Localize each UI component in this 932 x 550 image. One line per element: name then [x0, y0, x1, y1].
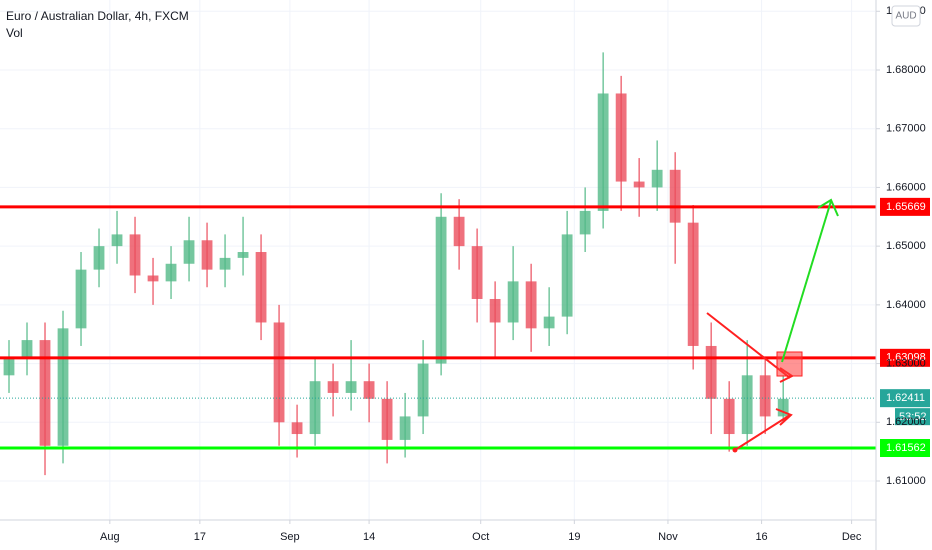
candle-body [561, 234, 573, 317]
y-tick-label: 1.68000 [886, 64, 926, 76]
x-tick-label: 14 [363, 531, 375, 543]
candle-body [453, 216, 465, 247]
y-tick-label: 1.62000 [886, 416, 926, 428]
drawings [706, 198, 839, 453]
candle-body [129, 234, 141, 276]
candle-body [381, 398, 393, 440]
candle-body [3, 357, 15, 376]
level-label-box [880, 439, 930, 458]
candle-body [669, 169, 681, 223]
candle-body [39, 340, 51, 446]
candle-body [471, 246, 483, 299]
chart-title: Euro / Australian Dollar, 4h, FXCM [6, 9, 189, 23]
y-tick-label: 1.67000 [886, 123, 926, 135]
candle-body [399, 416, 411, 440]
candle-body [525, 281, 537, 329]
candle-body [777, 398, 789, 417]
candle-body [723, 398, 735, 435]
candle-body [579, 210, 591, 235]
candle-body [75, 269, 87, 329]
candle-body [327, 381, 339, 393]
candle-body [183, 240, 195, 264]
candle-body [273, 322, 285, 423]
candle-body [219, 257, 231, 270]
x-tick-label: 17 [194, 531, 206, 543]
volume-label: Vol [6, 26, 23, 40]
candle-body [597, 93, 609, 211]
x-tick-label: Sep [280, 531, 300, 543]
candle-body [21, 340, 33, 358]
level-label-text: 1.63098 [886, 352, 926, 364]
price-label-text: 1.62411 [886, 392, 925, 404]
candle-body [759, 375, 771, 417]
candle-body [363, 381, 375, 399]
currency-button[interactable] [891, 5, 921, 27]
arrow-head [775, 408, 793, 426]
x-tick-label: Nov [658, 531, 678, 543]
countdown-text: 53:52 [899, 411, 927, 423]
candle-body [489, 298, 501, 323]
currency-button-label[interactable]: AUD [895, 11, 916, 22]
x-tick-label: Dec [842, 531, 862, 543]
x-tick-label: 16 [755, 531, 767, 543]
level-label-box [880, 348, 930, 367]
candle-body [345, 381, 357, 393]
candle-body [543, 316, 555, 329]
candle-body [687, 222, 699, 346]
x-tick-label: 19 [568, 531, 580, 543]
candle-body [201, 240, 213, 270]
candle-body [633, 181, 645, 188]
level-label-box [880, 197, 930, 216]
level-label-text: 1.61562 [886, 442, 926, 454]
x-tick-label: Aug [100, 531, 120, 543]
candle-body [435, 216, 447, 364]
level-label-text: 1.65669 [886, 201, 926, 213]
candle-body [237, 252, 249, 258]
y-tick-label: 1.66000 [886, 181, 926, 193]
candle-body [111, 234, 123, 247]
candle-body [291, 422, 303, 435]
candle-body [651, 169, 663, 188]
candle-body [741, 375, 753, 435]
y-tick-label: 1.64000 [886, 299, 926, 311]
candle-body [705, 345, 717, 399]
y-tick-label: 1.63000 [886, 357, 926, 369]
candle-body [507, 281, 519, 323]
projection-line [781, 200, 832, 363]
candle-body [57, 328, 69, 446]
levels: 1.65669 1.63098 1.61562 1.62411 53:52 [0, 197, 930, 458]
anchor-point [732, 447, 738, 453]
candles [3, 52, 789, 476]
trend-line [734, 414, 791, 451]
candle-body [93, 246, 105, 270]
price-label-box [880, 389, 930, 408]
candle-body [255, 252, 267, 323]
y-tick-label: 1.61000 [886, 475, 926, 487]
candle-body [147, 275, 159, 282]
candle-body [165, 263, 177, 282]
arrow-head [817, 198, 839, 217]
trend-line [706, 312, 791, 379]
x-tick-label: Oct [472, 531, 489, 543]
countdown-box [895, 408, 930, 426]
candle-body [417, 363, 429, 417]
candle-body [615, 93, 627, 182]
target-box [776, 351, 803, 377]
candle-body [309, 381, 321, 435]
y-tick-label: 1.65000 [886, 240, 926, 252]
